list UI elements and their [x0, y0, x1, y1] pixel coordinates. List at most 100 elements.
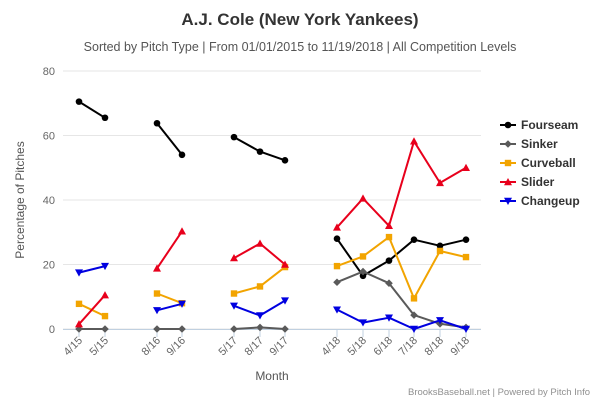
series-fourseam — [75, 98, 470, 280]
data-point-changeup — [436, 317, 444, 325]
series-line-curveball — [336, 236, 467, 300]
data-point-curveball — [153, 290, 161, 297]
data-point-changeup — [75, 269, 83, 277]
series-line-fourseam — [78, 100, 106, 119]
data-point-sinker — [333, 278, 341, 287]
data-point-curveball — [230, 290, 238, 297]
legend-symbol-fourseam — [504, 121, 512, 129]
data-point-curveball — [436, 247, 444, 255]
legend-symbol-curveball — [504, 159, 512, 167]
x-tick-label: 5/18 — [345, 335, 369, 359]
data-point-slider — [333, 223, 341, 231]
data-point-curveball — [359, 253, 367, 260]
data-point-slider — [436, 178, 444, 187]
x-tick-label: 9/17 — [267, 335, 291, 359]
data-point-sinker — [230, 325, 238, 333]
data-point-sinker — [101, 325, 109, 333]
data-point-slider — [101, 291, 109, 299]
data-point-sinker — [281, 325, 289, 333]
data-point-changeup — [410, 325, 418, 333]
series-line-slider — [156, 230, 183, 269]
data-point-curveball — [101, 312, 109, 320]
legend-item-sinker[interactable]: Sinker — [500, 137, 558, 151]
data-point-fourseam — [75, 98, 83, 105]
data-point-changeup — [359, 319, 367, 327]
data-point-slider — [385, 221, 393, 229]
x-axis-label: Month — [255, 369, 288, 383]
legend-item-changeup[interactable]: Changeup — [500, 194, 580, 208]
chart-title: A.J. Cole (New York Yankees) — [181, 10, 418, 29]
data-point-curveball — [462, 253, 470, 261]
series-line-sinker — [336, 270, 467, 329]
data-point-sinker — [410, 311, 418, 319]
data-point-fourseam — [385, 257, 393, 264]
legend-symbol-sinker — [504, 140, 512, 148]
legend-item-curveball[interactable]: Curveball — [500, 156, 576, 170]
data-point-fourseam — [462, 236, 470, 243]
data-point-slider — [230, 254, 238, 262]
series-curveball — [75, 233, 470, 320]
data-point-changeup — [385, 314, 393, 322]
series-changeup — [75, 262, 470, 333]
series-line-changeup — [336, 308, 467, 330]
data-point-curveball — [75, 300, 83, 308]
series-line-fourseam — [336, 238, 467, 277]
data-point-fourseam — [359, 272, 367, 280]
y-tick-label: 60 — [43, 131, 55, 143]
data-point-changeup — [101, 262, 109, 271]
data-point-sinker — [153, 325, 161, 333]
data-point-slider — [359, 194, 367, 202]
chart-subtitle: Sorted by Pitch Type | From 01/01/2015 t… — [84, 40, 517, 54]
legend-label-changeup: Changeup — [521, 194, 580, 208]
data-point-sinker — [385, 279, 393, 288]
data-point-changeup — [153, 307, 161, 315]
legend-item-slider[interactable]: Slider — [500, 175, 555, 189]
y-tick-label: 80 — [43, 66, 55, 78]
data-point-slider — [410, 137, 418, 145]
credits-text: BrooksBaseball.net | Powered by Pitch In… — [408, 387, 590, 398]
y-axis-label: Percentage of Pitches — [13, 141, 27, 258]
data-point-curveball — [333, 262, 341, 270]
x-tick-label: 5/15 — [87, 335, 111, 359]
data-point-fourseam — [153, 119, 161, 127]
x-tick-label: 6/18 — [371, 335, 395, 359]
legend-symbol-slider — [504, 178, 512, 186]
y-tick-label: 20 — [43, 260, 55, 272]
legend-label-fourseam: Fourseam — [521, 118, 578, 132]
data-point-fourseam — [410, 236, 418, 243]
x-tick-label: 5/17 — [216, 335, 240, 359]
y-tick-label: 40 — [43, 195, 55, 207]
data-point-changeup — [333, 306, 341, 314]
data-point-fourseam — [281, 157, 289, 164]
data-point-changeup — [230, 302, 238, 310]
data-point-curveball — [256, 283, 264, 290]
data-point-changeup — [178, 300, 186, 308]
x-tick-label: 4/15 — [61, 335, 85, 359]
legend: Fourseam Sinker Curveball Slider Changeup — [500, 118, 580, 208]
series-line-changeup — [78, 265, 106, 274]
data-point-curveball — [385, 233, 393, 241]
data-point-slider — [153, 264, 161, 272]
series-line-slider — [336, 140, 467, 229]
data-point-slider — [178, 227, 186, 235]
data-point-slider — [256, 239, 264, 247]
data-point-fourseam — [101, 114, 109, 122]
x-tick-label: 9/18 — [448, 335, 472, 359]
data-point-changeup — [281, 297, 289, 305]
legend-item-fourseam[interactable]: Fourseam — [500, 118, 578, 132]
legend-label-curveball: Curveball — [521, 156, 576, 170]
data-point-fourseam — [256, 148, 264, 155]
series-slider — [75, 137, 470, 328]
data-point-sinker — [178, 325, 186, 333]
x-tick-label: 8/17 — [242, 335, 266, 359]
series-layer — [75, 98, 470, 333]
series-line-fourseam — [156, 122, 183, 156]
legend-symbol-changeup — [504, 197, 512, 205]
x-tick-label: 7/18 — [396, 335, 420, 359]
data-point-slider — [281, 260, 289, 268]
legend-label-sinker: Sinker — [521, 137, 558, 151]
series-line-curveball — [156, 292, 183, 305]
x-tick-label: 8/18 — [422, 335, 446, 359]
